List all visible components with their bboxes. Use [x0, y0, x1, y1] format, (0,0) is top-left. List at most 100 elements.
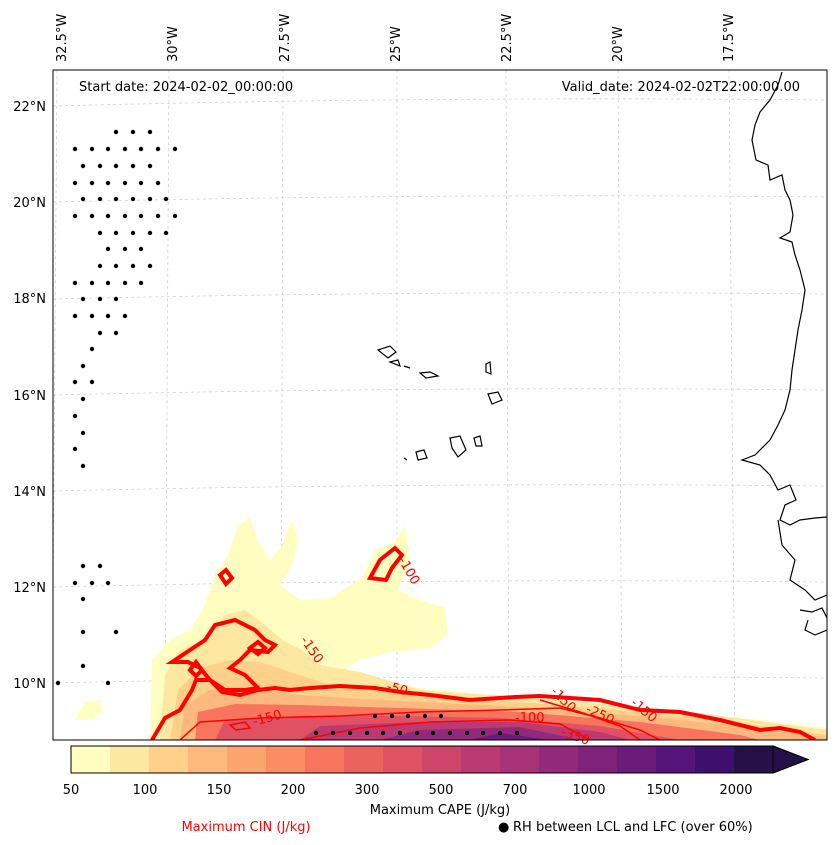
- rh-dot: [422, 713, 428, 719]
- cin-thin-3: [299, 719, 591, 740]
- cin-thin-1: [179, 707, 661, 740]
- colorbar-segment: [500, 746, 540, 773]
- colorbar-extend-arrow: [772, 745, 810, 774]
- rh-dot: [130, 263, 136, 269]
- rh-dot: [113, 163, 119, 169]
- rh-dot: [464, 730, 470, 736]
- rh-dot: [372, 713, 378, 719]
- legend-rh: RH between LCL and LFC (over 60%): [513, 820, 753, 835]
- legend-rh-marker: ●: [498, 820, 509, 835]
- legend-cin: Maximum CIN (J/kg): [181, 820, 310, 835]
- rh-dot: [97, 163, 103, 169]
- rh-dot: [330, 730, 336, 736]
- rh-dot: [130, 230, 136, 236]
- colorbar-segment: [695, 746, 735, 773]
- rh-dot: [80, 629, 86, 635]
- colorbar-tick: 100: [133, 783, 158, 798]
- colorbar-segment: [71, 746, 111, 773]
- lon-label: 25°W: [389, 26, 404, 62]
- rh-dot: [105, 580, 111, 586]
- cin-contours: [150, 545, 816, 740]
- colorbar-segment: [149, 746, 189, 773]
- rh-dot: [130, 129, 136, 135]
- rh-dot: [105, 280, 111, 286]
- rh-dot: [497, 730, 503, 736]
- colorbar-tick: 50: [63, 783, 80, 798]
- cin-label: -50: [385, 679, 409, 699]
- rh-dot: [72, 413, 78, 419]
- rh-dot: [113, 196, 119, 202]
- rh-dot: [55, 680, 61, 686]
- colorbar-segment: [305, 746, 345, 773]
- rh-dot: [72, 313, 78, 319]
- rh-dot: [72, 180, 78, 186]
- rh-dot: [447, 730, 453, 736]
- colorbar-tick: 150: [207, 783, 232, 798]
- rh-dot: [113, 129, 119, 135]
- coastlines: [376, 71, 827, 636]
- cin-thin-2: [228, 721, 252, 731]
- colorbar-segment: [188, 746, 228, 773]
- rh-dot: [155, 180, 161, 186]
- lon-label: 17.5°W: [722, 14, 737, 62]
- rh-dot: [72, 379, 78, 385]
- rh-dot: [80, 463, 86, 469]
- rh-dot: [313, 730, 319, 736]
- rh-dot: [80, 563, 86, 569]
- cin-label: -150: [251, 708, 283, 730]
- cin-diamond-2: [246, 639, 269, 657]
- lon-label: 22.5°W: [500, 14, 515, 62]
- rh-dot: [347, 730, 353, 736]
- rh-dot: [113, 296, 119, 302]
- lat-label: 12°N: [13, 581, 46, 596]
- rh-dot: [438, 713, 444, 719]
- colorbar-tick: 200: [281, 783, 306, 798]
- rh-dot: [389, 713, 395, 719]
- rh-dots: [55, 129, 520, 736]
- rh-dot: [80, 430, 86, 436]
- rh-dot: [147, 196, 153, 202]
- cape-fill-1000: [380, 727, 580, 740]
- rh-dot: [113, 629, 119, 635]
- rh-dot: [138, 180, 144, 186]
- rh-dot: [122, 313, 128, 319]
- colorbar-frame: [70, 745, 810, 774]
- rh-dot: [89, 379, 95, 385]
- rh-dot: [430, 730, 436, 736]
- rh-dot: [105, 680, 111, 686]
- rh-dot: [380, 730, 386, 736]
- colorbar-segment: [734, 746, 774, 773]
- rh-dot: [80, 663, 86, 669]
- rh-dot: [364, 730, 370, 736]
- rh-dot: [405, 713, 411, 719]
- cape-verde-islands: [376, 345, 397, 359]
- colorbar-segment: [617, 746, 657, 773]
- rh-dot: [138, 280, 144, 286]
- rh-dot: [130, 163, 136, 169]
- rh-dot: [172, 146, 178, 152]
- rh-dot: [138, 146, 144, 152]
- rh-dot: [122, 280, 128, 286]
- rh-dot: [514, 730, 520, 736]
- rh-dot: [72, 213, 78, 219]
- rh-dot: [97, 296, 103, 302]
- rh-dot: [80, 163, 86, 169]
- rh-dot: [80, 396, 86, 402]
- cape-fill-1500: [470, 733, 550, 740]
- rh-dot: [155, 213, 161, 219]
- rh-dot: [89, 580, 95, 586]
- lat-label: 18°N: [13, 292, 46, 307]
- rh-dot: [397, 730, 403, 736]
- lon-label: 30°W: [166, 26, 181, 62]
- start-date: Start date: 2024-02-02_00:00:00: [79, 80, 293, 95]
- rh-dot: [105, 180, 111, 186]
- rh-dot: [163, 196, 169, 202]
- rh-dot: [147, 163, 153, 169]
- colorbar-tick: 700: [503, 783, 528, 798]
- rh-dot: [89, 346, 95, 352]
- rh-dot: [80, 196, 86, 202]
- colorbar-segment: [227, 746, 267, 773]
- lon-label: 32.5°W: [55, 14, 70, 62]
- colorbar-segment: [422, 746, 462, 773]
